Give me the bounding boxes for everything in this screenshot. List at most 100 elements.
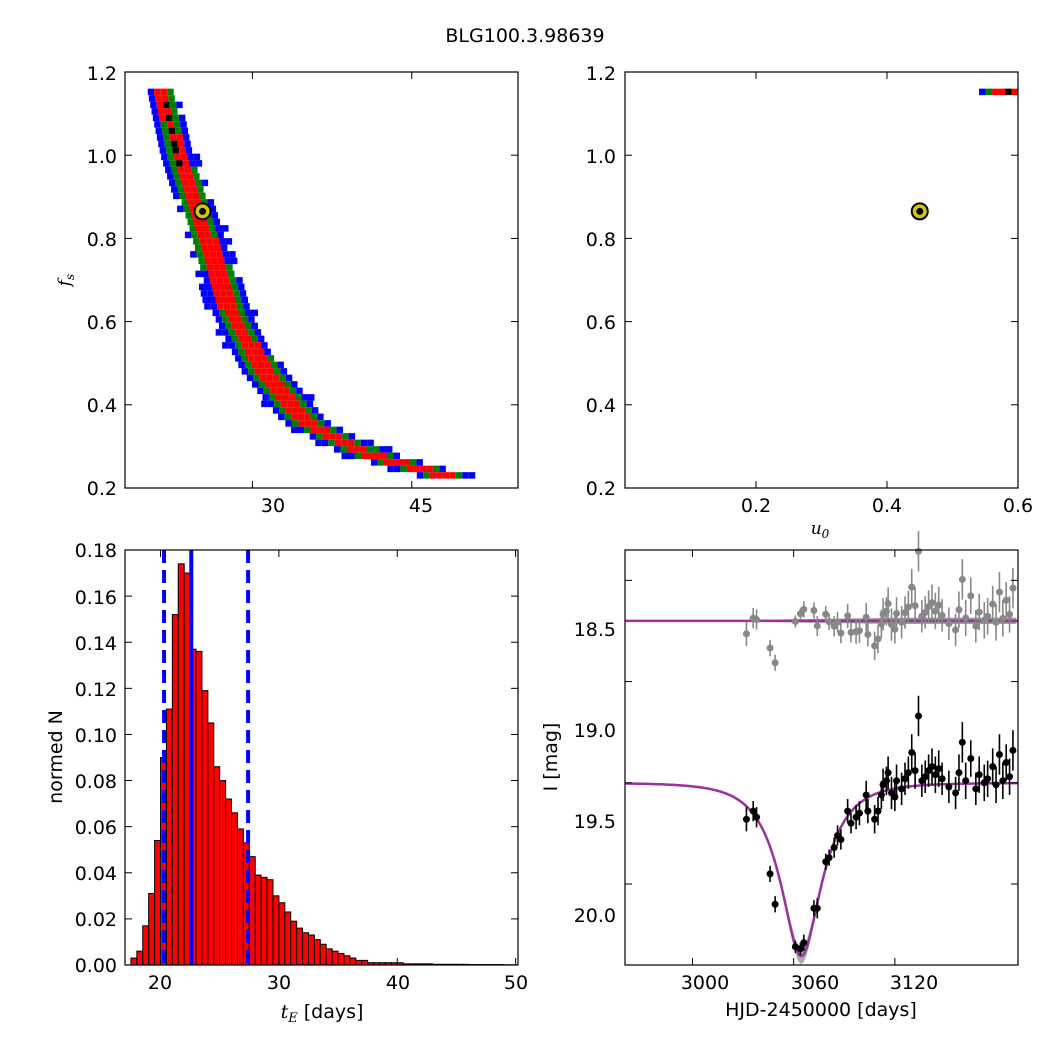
heatmap-cell [201, 270, 209, 278]
heatmap-cell [217, 231, 224, 239]
heatmap-cell [426, 465, 433, 473]
heatmap-cell [228, 329, 236, 336]
heatmap-cell [231, 322, 239, 330]
heatmap-cell [244, 348, 252, 356]
residual-point [908, 583, 916, 591]
heatmap-cell [432, 465, 440, 473]
model-curve [625, 781, 1018, 958]
histogram-bar [231, 812, 238, 966]
data-point [796, 945, 804, 953]
plot-frame [124, 71, 519, 489]
heatmap-cell [190, 251, 197, 258]
heatmap-cell [236, 277, 243, 284]
ytick-label: 0.04 [75, 863, 117, 885]
data-point [995, 750, 1003, 758]
heatmap-cell [277, 361, 284, 369]
heatmap-cell [305, 407, 312, 414]
heatmap-cell [215, 329, 223, 336]
heatmap-cell [387, 465, 394, 473]
heatmap-cell [197, 231, 205, 239]
data-point [874, 807, 882, 815]
data-point [975, 771, 983, 779]
heatmap-cell [258, 381, 266, 388]
heatmap-cell [985, 88, 993, 96]
heatmap-cell [361, 452, 368, 460]
heatmap-cell [215, 316, 223, 323]
heatmap-cell [276, 387, 284, 395]
heatmap-cell [163, 134, 170, 141]
heatmap-cell [190, 205, 197, 213]
heatmap-cell [185, 147, 193, 154]
heatmap-cell [262, 394, 269, 401]
histogram-bar [349, 957, 357, 966]
best-fit-marker-center [199, 207, 207, 215]
heatmap-cell [291, 413, 298, 421]
heatmap-cell [195, 270, 202, 278]
heatmap-cell [342, 433, 349, 440]
heatmap-cell [181, 199, 189, 206]
heatmap-cell [366, 446, 373, 453]
heatmap-cell [219, 309, 226, 317]
residual-point [995, 588, 1003, 596]
heatmap-cell [211, 283, 219, 291]
heatmap-cell [238, 335, 245, 343]
x-axis-label: tE [days] [281, 1001, 364, 1026]
data-point [1006, 773, 1014, 781]
residual-point [800, 605, 808, 613]
heatmap-cell [191, 166, 198, 174]
heatmap-cell [380, 452, 388, 460]
ytick-label: 0.18 [75, 540, 117, 562]
heatmap-cell [206, 238, 213, 245]
heatmap-cell [341, 439, 348, 447]
histogram-bar [325, 948, 333, 966]
model-curves [625, 617, 1018, 964]
residual-point [825, 618, 833, 626]
ytick-label: 1.2 [87, 63, 117, 85]
data-point [992, 781, 1000, 789]
heatmap-cell [167, 88, 174, 96]
heatmap-cell [201, 179, 209, 187]
data-points [742, 531, 1017, 955]
heatmap-cell [383, 459, 391, 466]
histogram-bar [296, 927, 304, 966]
heatmap-cell [167, 173, 174, 180]
heatmap-cell [284, 413, 292, 421]
heatmap-cell [184, 231, 192, 239]
heatmap-cell [317, 420, 325, 427]
heatmap-cell [200, 290, 208, 297]
ytick-label: 0.4 [87, 395, 117, 417]
heatmap-cell [198, 257, 205, 265]
heatmap-cell [194, 244, 202, 252]
heatmap-cell [159, 147, 167, 154]
heatmap-cell [221, 270, 228, 278]
heatmap-cell [164, 140, 172, 148]
ytick-label: 0.4 [586, 395, 616, 417]
heatmap-cell [372, 446, 380, 453]
heatmap-cell [315, 439, 322, 447]
residual-point [999, 614, 1007, 622]
heatmap-cell [257, 348, 265, 356]
histogram-bar [207, 722, 215, 966]
ytick-label: 0.8 [586, 229, 616, 251]
heatmap-cell [171, 108, 178, 115]
heatmap-cell [223, 303, 231, 310]
heatmap-cell [267, 400, 275, 408]
data-point [984, 775, 992, 783]
residual-point [958, 575, 966, 583]
heatmap-cell [194, 199, 202, 206]
heatmap-cell [202, 225, 210, 232]
residual-point [962, 614, 970, 622]
heatmap-cell [203, 277, 211, 284]
heatmap-cell [189, 225, 197, 232]
heatmap-cell [158, 140, 165, 148]
xtick-label: 0.4 [872, 495, 902, 517]
heatmap-cell [177, 205, 184, 213]
heatmap-cell [254, 342, 262, 349]
heatmap-cell [1011, 88, 1018, 96]
histogram-bar [307, 934, 315, 966]
heatmap-cell [1005, 88, 1012, 96]
heatmap-cell [179, 147, 186, 154]
heatmap-cell [182, 134, 190, 141]
histogram-bar [266, 879, 274, 966]
y-axis-label: I [mag] [540, 723, 562, 792]
